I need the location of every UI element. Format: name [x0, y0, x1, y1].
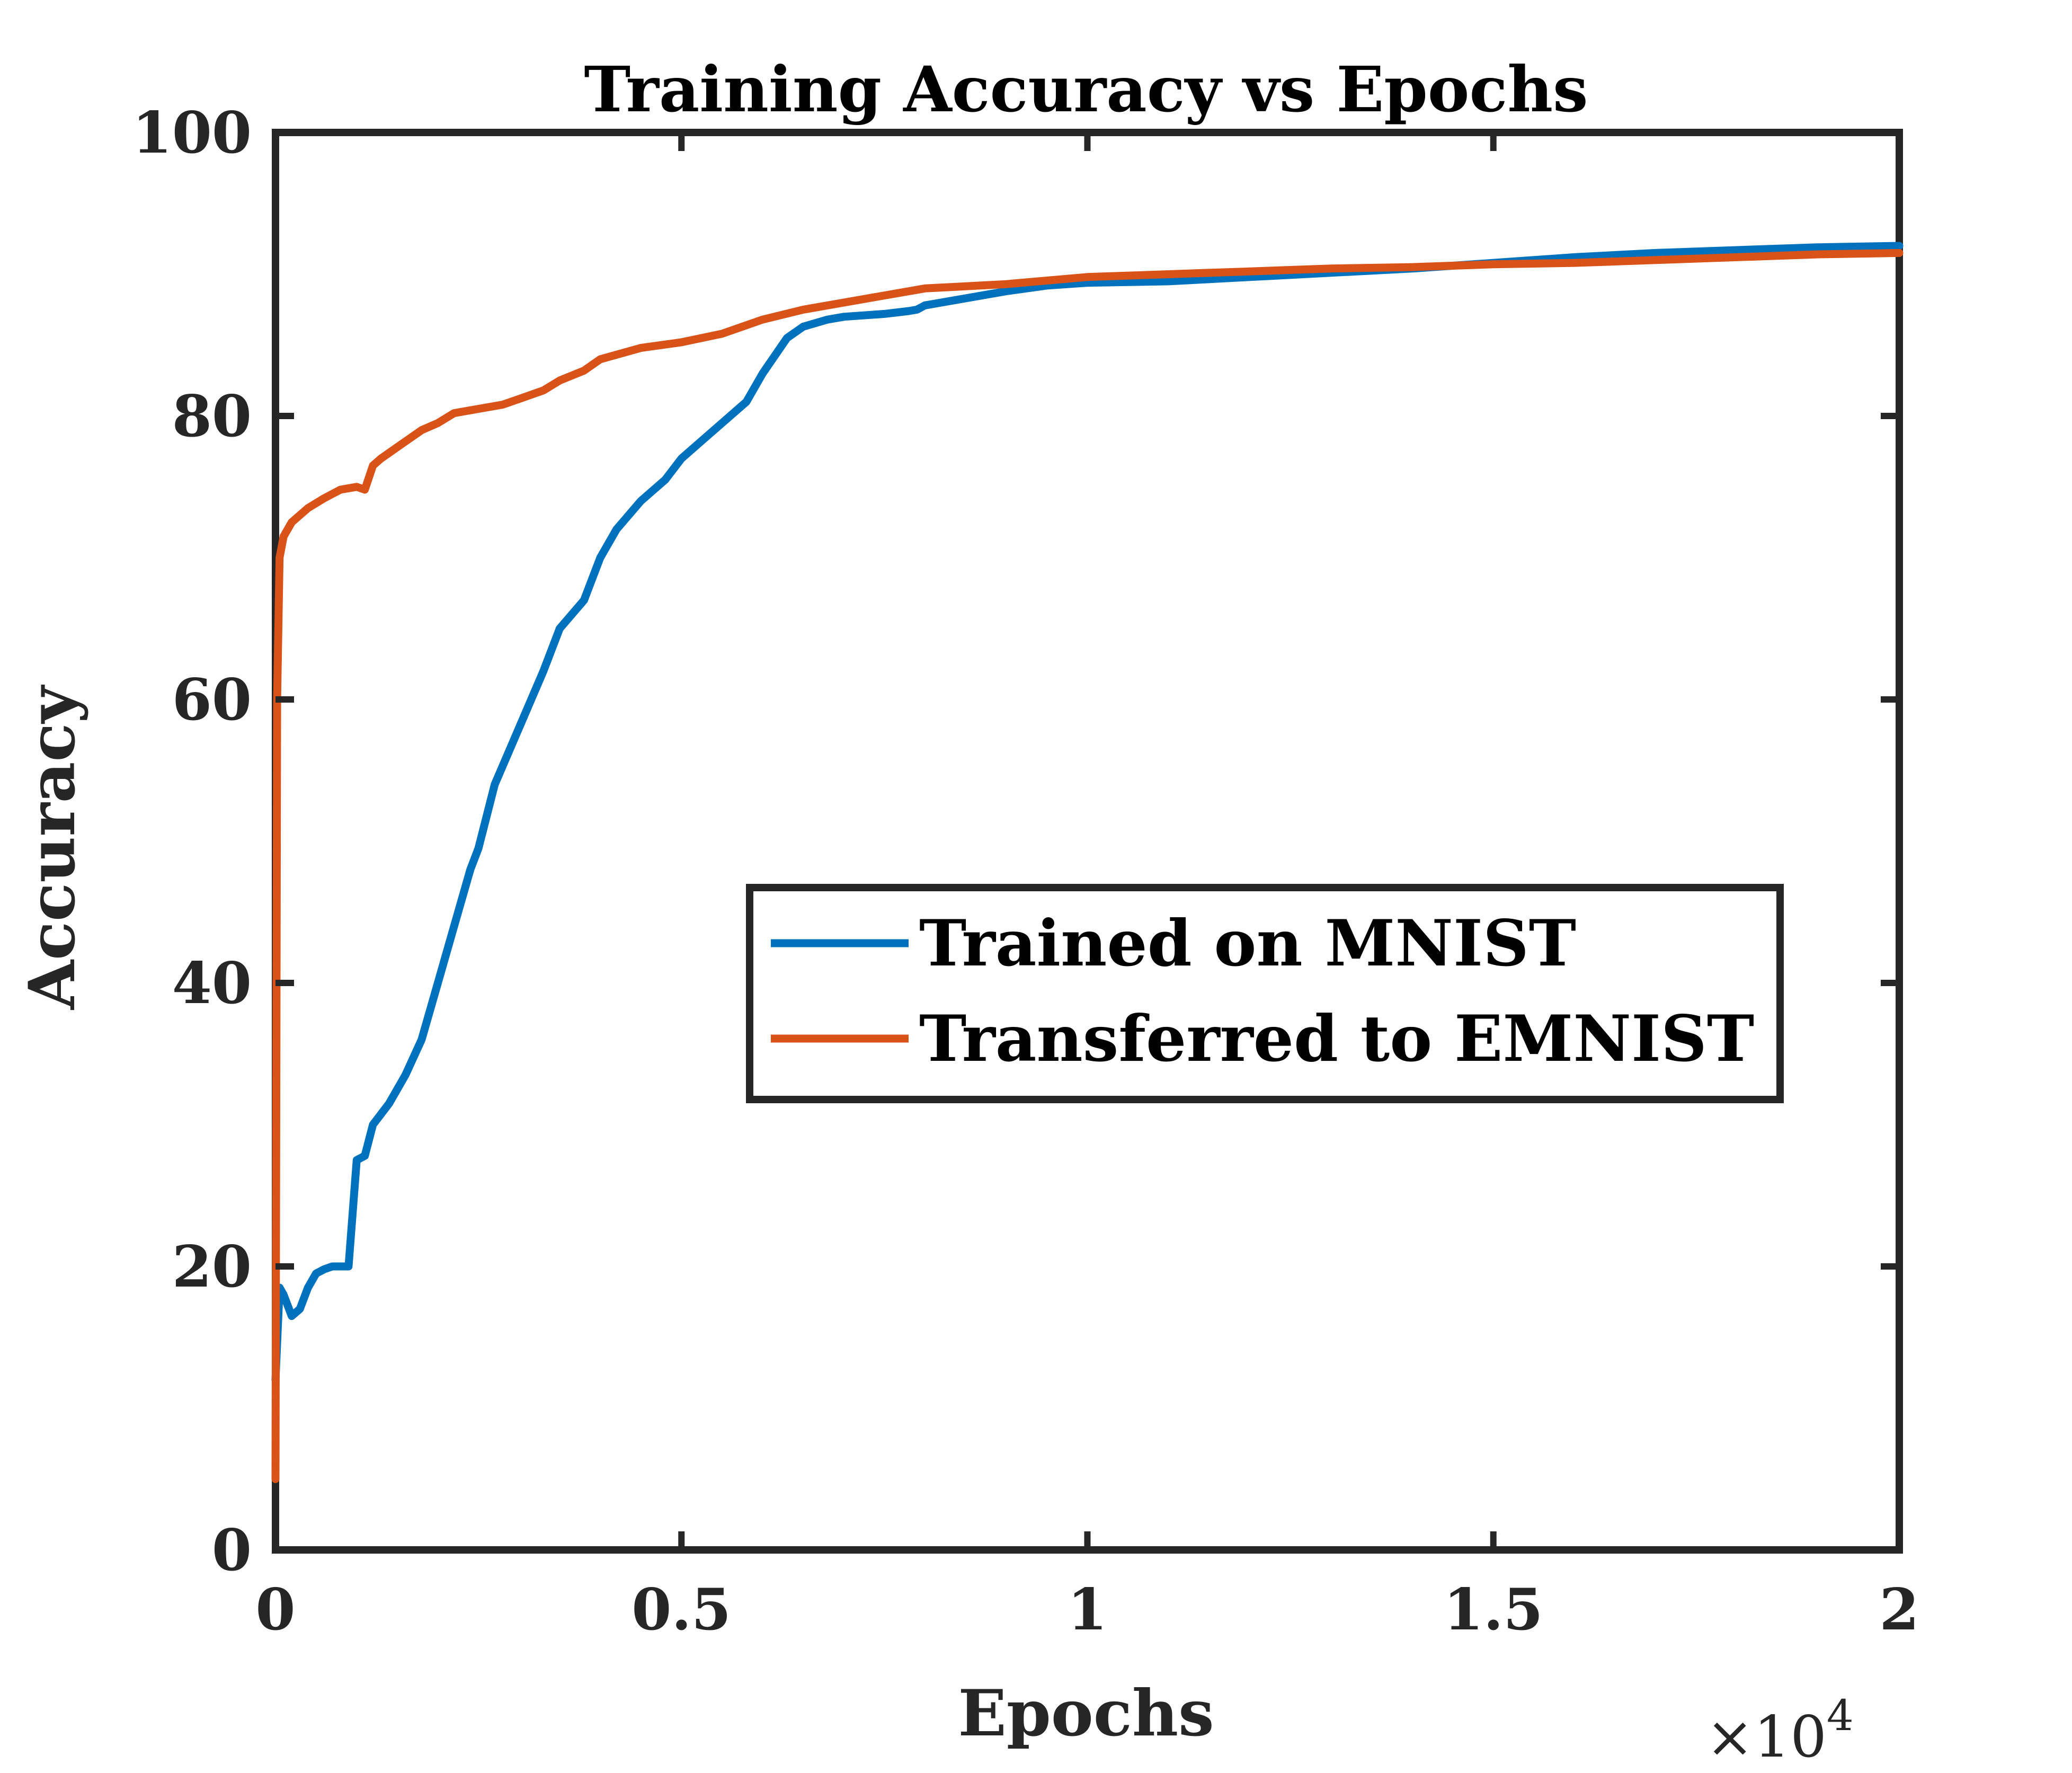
x-exponent-base: ×10	[1706, 1704, 1827, 1770]
y-tick-label: 40	[172, 950, 252, 1017]
series-line-2	[271, 249, 1904, 1483]
legend-box	[746, 884, 1784, 1103]
x-axis-label: Epochs	[958, 1676, 1214, 1751]
y-tick-label: 0	[212, 1517, 252, 1584]
plot-frame	[272, 129, 1903, 1554]
series-line-1	[271, 242, 1904, 1384]
legend-entry-label: Trained on MNIST	[919, 906, 1576, 981]
x-tick-label: 2	[1879, 1576, 1919, 1643]
x-tick-label: 0.5	[632, 1576, 731, 1643]
x-tick-label: 1	[1068, 1576, 1107, 1643]
series-layer	[271, 242, 1904, 1483]
x-axis-exponent: ×104	[1706, 1691, 1854, 1770]
plot-area	[272, 129, 1903, 1554]
y-axis-label: Accuracy	[15, 685, 90, 1010]
x-tick-label: 0	[255, 1576, 295, 1643]
y-tick-label: 80	[172, 383, 252, 450]
x-exponent-power: 4	[1827, 1691, 1854, 1740]
y-tick-label: 20	[172, 1234, 252, 1300]
x-tick-label: 1.5	[1444, 1576, 1543, 1643]
svg-text:×104: ×104	[1706, 1691, 1854, 1770]
legend: Trained on MNIST Transferred to EMNIST	[746, 884, 1784, 1103]
legend-entry-label: Transferred to EMNIST	[919, 1001, 1754, 1076]
y-tick-label: 60	[172, 667, 252, 733]
y-tick-label: 100	[132, 100, 252, 166]
chart-title: Training Accuracy vs Epochs	[584, 52, 1588, 126]
